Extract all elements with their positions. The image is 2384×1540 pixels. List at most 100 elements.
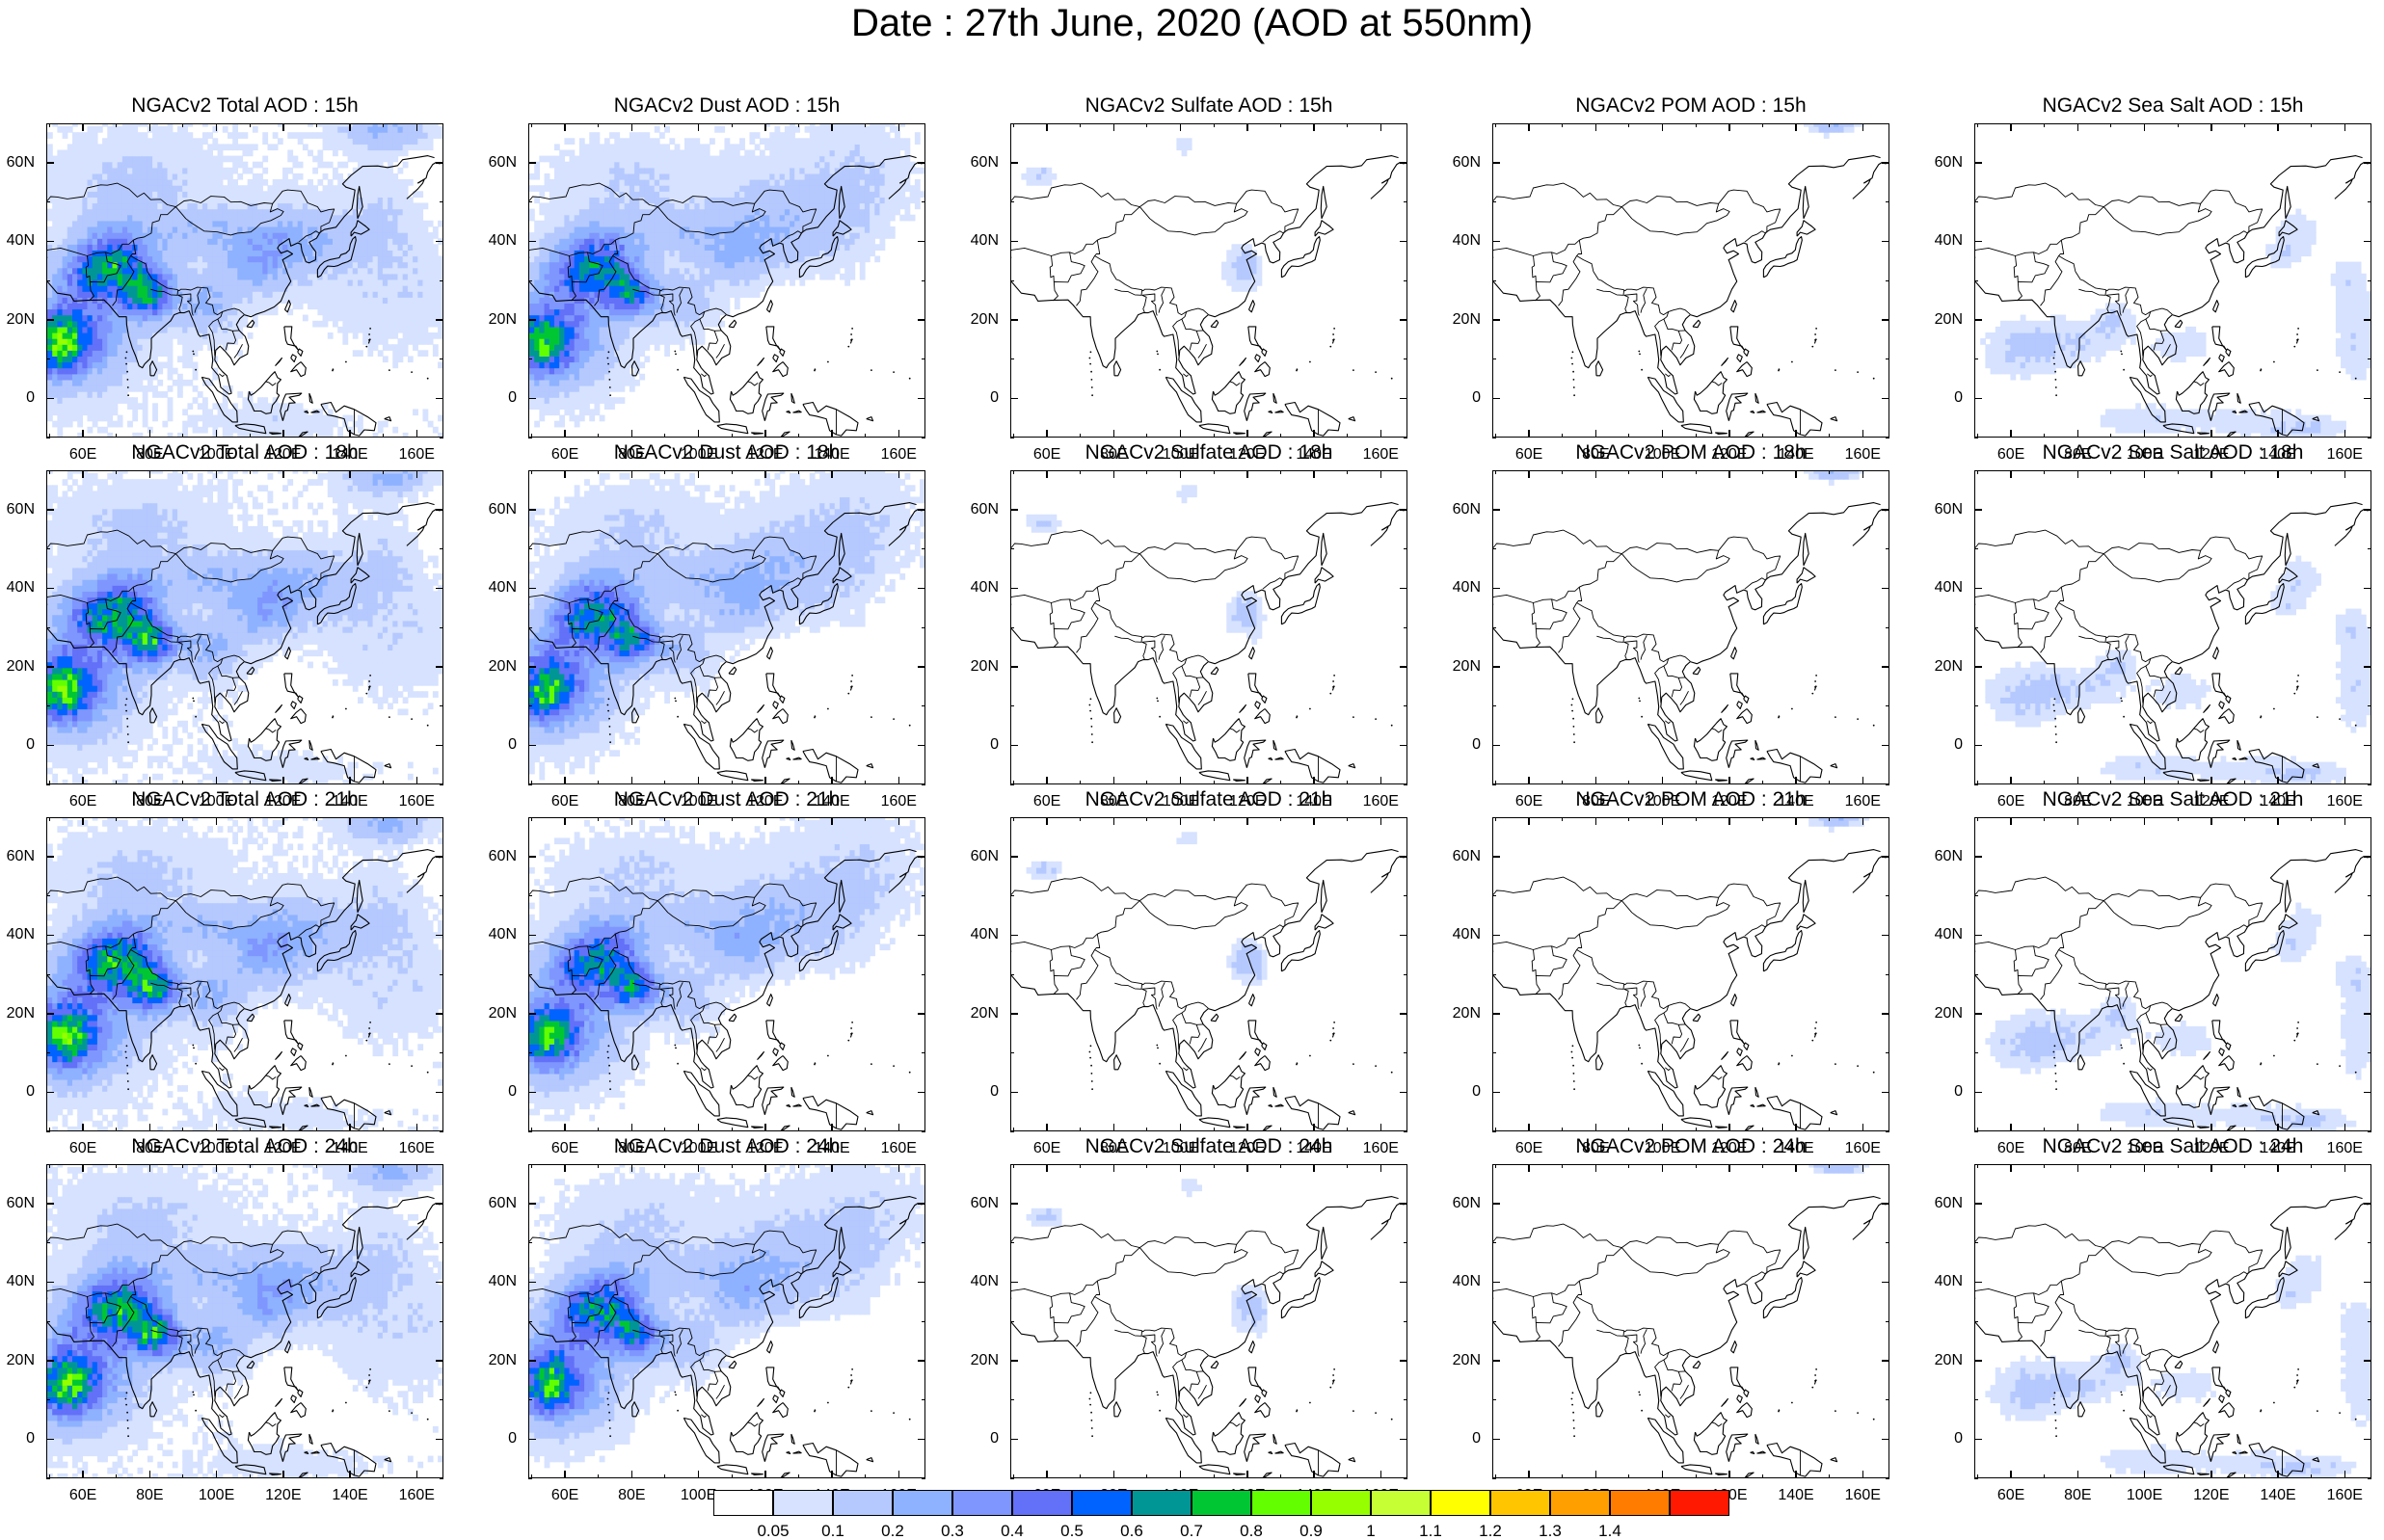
- coastline: [2239, 757, 2248, 759]
- coastline: [291, 1403, 307, 1418]
- colorbar-label: 0.5: [1060, 1523, 1084, 1539]
- panel-title: NGACv2 POM AOD : 15h: [1492, 94, 1889, 118]
- coastline: [780, 1126, 790, 1131]
- lat-minor-tick: [1404, 588, 1407, 589]
- country-border: [2103, 550, 2211, 582]
- lon-minor-tick: [1013, 434, 1014, 438]
- lat-minor-tick: [528, 162, 532, 163]
- lat-minor-tick: [1974, 627, 1978, 628]
- island-dot: [1857, 1412, 1859, 1414]
- lon-minor-tick: [598, 781, 599, 784]
- island-dot: [365, 346, 367, 348]
- coastline: [1262, 432, 1272, 438]
- lat-minor-tick: [922, 1164, 925, 1165]
- coastline: [1275, 411, 1284, 412]
- coastline: [2176, 1413, 2209, 1455]
- island-dot: [1572, 371, 1574, 373]
- island-dot: [1641, 369, 1643, 371]
- island-dot: [675, 1394, 677, 1396]
- lon-minor-tick: [1080, 1164, 1081, 1168]
- coastline: [2213, 995, 2219, 1006]
- lat-tick-label: 40N: [7, 927, 35, 943]
- coastline: [417, 510, 443, 531]
- lat-minor-tick: [1886, 162, 1889, 163]
- coastline: [2078, 708, 2085, 723]
- island-dot: [126, 1392, 128, 1394]
- coastline: [1245, 740, 1266, 768]
- island-dot: [2121, 1048, 2123, 1049]
- lon-minor-tick: [1280, 1128, 1281, 1131]
- aod-shading: [1808, 818, 1869, 833]
- lat-minor-tick: [1974, 1282, 1978, 1283]
- coastline: [2345, 163, 2371, 184]
- coastline: [1493, 503, 1881, 741]
- island-dot: [1090, 718, 1092, 720]
- lat-minor-tick: [1404, 1013, 1407, 1014]
- island-dot: [677, 369, 679, 371]
- coastline: [1321, 186, 1326, 218]
- country-border: [1577, 587, 1691, 661]
- lat-minor-tick: [1886, 1282, 1889, 1283]
- lat-minor-tick: [1010, 1360, 1014, 1361]
- lon-minor-tick: [316, 817, 317, 821]
- lon-tick-label: 160E: [1845, 1488, 1881, 1503]
- island-dot: [1639, 1394, 1641, 1396]
- island-dot: [1329, 1387, 1331, 1389]
- lon-minor-tick: [116, 1128, 117, 1131]
- lat-minor-tick: [2368, 1092, 2371, 1093]
- lon-minor-tick: [2210, 817, 2211, 821]
- island-dot: [1090, 351, 1092, 353]
- lat-tick-label: 0: [1954, 1084, 1963, 1100]
- lon-minor-tick: [1013, 781, 1014, 784]
- coastline: [1727, 393, 1748, 421]
- lon-minor-tick: [832, 1128, 833, 1131]
- lon-minor-tick: [1696, 781, 1697, 784]
- coastline: [867, 417, 873, 421]
- lon-minor-tick: [732, 470, 733, 474]
- coastline: [1114, 361, 1121, 376]
- island-dot: [427, 378, 429, 380]
- island-dot: [127, 1088, 129, 1090]
- coastline: [2233, 1452, 2237, 1454]
- lon-minor-tick: [764, 1474, 765, 1478]
- coastline: [1493, 156, 1881, 394]
- island-dot: [1573, 726, 1575, 728]
- lon-minor-tick: [383, 470, 384, 474]
- lon-minor-tick: [1047, 434, 1048, 438]
- lon-minor-tick: [316, 123, 317, 127]
- lon-minor-tick: [1762, 470, 1763, 474]
- lon-minor-tick: [898, 434, 899, 438]
- lat-minor-tick: [1010, 1092, 1014, 1093]
- coastline: [1737, 1056, 1753, 1071]
- country-border: [1139, 897, 1247, 929]
- coastline: [1262, 696, 1267, 703]
- island-dot: [909, 1419, 911, 1421]
- coastline: [1269, 1452, 1272, 1454]
- coastline: [1755, 1434, 1758, 1444]
- island-dot: [195, 369, 197, 371]
- island-dot: [2120, 1392, 2122, 1394]
- lon-minor-tick: [282, 1474, 283, 1478]
- lat-tick-label: 60N: [7, 155, 35, 171]
- island-dot: [365, 1387, 367, 1389]
- island-dot: [2053, 1404, 2055, 1406]
- country-border: [1975, 530, 2103, 602]
- island-dot: [1091, 726, 1093, 728]
- panel-title: NGACv2 Sea Salt AOD : 21h: [1974, 788, 2371, 811]
- island-dot: [369, 1368, 371, 1370]
- lon-minor-tick: [865, 1474, 866, 1478]
- country-border: [1493, 183, 1621, 255]
- island-dot: [1353, 1063, 1354, 1065]
- lat-tick-label: 20N: [1453, 659, 1481, 675]
- coastline: [766, 327, 781, 350]
- lat-tick-label: 20N: [489, 1353, 517, 1368]
- coastline: [1011, 503, 1399, 741]
- island-dot: [1089, 1398, 1091, 1400]
- lat-minor-tick: [1492, 627, 1496, 628]
- coastline: [298, 1390, 303, 1396]
- island-dot: [2055, 1080, 2057, 1082]
- lon-minor-tick: [1380, 470, 1381, 474]
- island-dot: [1091, 1435, 1093, 1437]
- lon-minor-tick: [1529, 470, 1530, 474]
- lon-minor-tick: [1013, 123, 1014, 127]
